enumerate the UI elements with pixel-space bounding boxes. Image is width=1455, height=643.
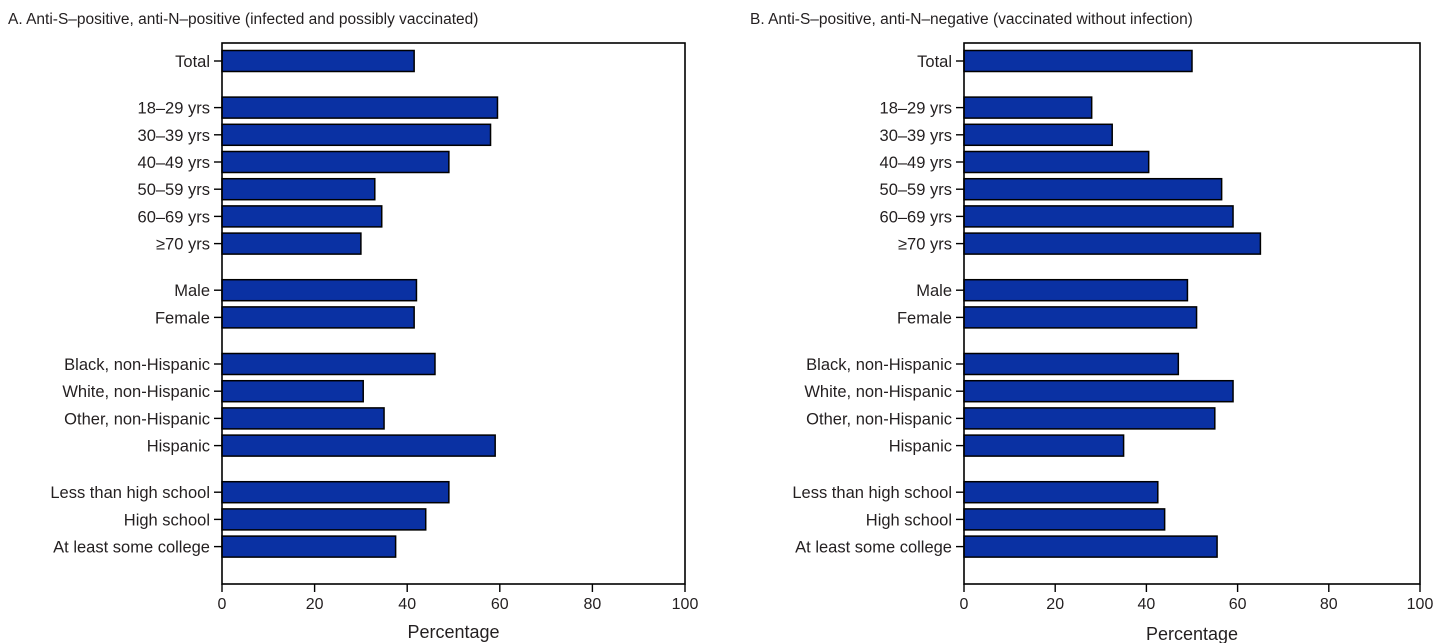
bar-70-yrs — [963, 232, 1262, 255]
bar-less-than-high-school — [963, 480, 1159, 504]
bar-other-non-hispanic — [221, 407, 385, 430]
bar-male — [963, 278, 1189, 302]
chart-title: B. Anti-S–positive, anti-N–negative (vac… — [750, 11, 1193, 28]
category-label: Black, non-Hispanic — [64, 356, 210, 374]
category-label: 18–29 yrs — [880, 100, 952, 118]
category-label: 60–69 yrs — [138, 208, 210, 226]
category-label: White, non-Hispanic — [804, 383, 952, 401]
category-label: Less than high school — [792, 484, 952, 502]
chart-panel-a: A. Anti-S–positive, anti-N–positive (inf… — [8, 11, 698, 642]
category-label: 18–29 yrs — [138, 100, 210, 118]
bar-hispanic — [963, 434, 1125, 457]
bar-other-non-hispanic — [963, 407, 1216, 430]
category-label: 60–69 yrs — [880, 208, 952, 226]
bar-50-59-yrs — [963, 177, 1223, 201]
bar-female — [963, 306, 1198, 329]
category-label: At least some college — [795, 539, 952, 557]
category-label: Hispanic — [147, 438, 210, 456]
category-label: 40–49 yrs — [880, 154, 952, 172]
bar-40-49-yrs — [221, 150, 450, 174]
x-tick-label: 40 — [1138, 596, 1156, 613]
x-tick-label: 80 — [1320, 596, 1338, 613]
bar-total — [221, 49, 415, 73]
category-label: Black, non-Hispanic — [806, 356, 952, 374]
x-tick-label: 100 — [672, 596, 699, 613]
category-label: Other, non-Hispanic — [806, 410, 952, 428]
plot-frame — [221, 42, 686, 585]
category-label: Total — [917, 53, 952, 71]
category-label: Hispanic — [889, 438, 952, 456]
bar-70-yrs — [221, 232, 362, 255]
bar-30-39-yrs — [963, 123, 1113, 147]
x-tick-label: 60 — [1229, 596, 1247, 613]
bar-high-school — [221, 508, 427, 531]
category-label: High school — [866, 511, 952, 529]
bar-at-least-some-college — [963, 535, 1218, 558]
category-label: 40–49 yrs — [138, 154, 210, 172]
x-tick-label: 0 — [960, 596, 969, 613]
x-tick-label: 60 — [491, 596, 509, 613]
category-label: White, non-Hispanic — [62, 383, 210, 401]
bar-high-school — [963, 508, 1166, 531]
category-label: ≥70 yrs — [156, 236, 210, 254]
chart-panel-b: B. Anti-S–positive, anti-N–negative (vac… — [750, 11, 1433, 643]
category-label: 30–39 yrs — [138, 127, 210, 145]
category-label: 50–59 yrs — [880, 181, 952, 199]
x-tick-label: 20 — [306, 596, 324, 613]
x-tick-label: 100 — [1407, 596, 1434, 613]
bar-18-29-yrs — [221, 96, 499, 119]
category-label: 30–39 yrs — [880, 127, 952, 145]
x-axis-title: Percentage — [1146, 624, 1238, 643]
bar-at-least-some-college — [221, 535, 397, 558]
bar-60-69-yrs — [221, 205, 383, 228]
bar-white-non-hispanic — [221, 379, 364, 403]
bar-male — [221, 278, 418, 302]
bar-30-39-yrs — [221, 123, 492, 147]
category-label: Female — [155, 309, 210, 327]
category-label: Less than high school — [50, 484, 210, 502]
bar-black-non-hispanic — [221, 352, 436, 376]
category-label: ≥70 yrs — [898, 236, 952, 254]
x-tick-label: 80 — [584, 596, 602, 613]
category-label: High school — [124, 511, 210, 529]
bar-black-non-hispanic — [963, 352, 1180, 376]
category-label: Total — [175, 53, 210, 71]
category-label: Male — [174, 282, 210, 300]
chart-title: A. Anti-S–positive, anti-N–positive (inf… — [8, 11, 478, 28]
category-label: At least some college — [53, 539, 210, 557]
x-tick-label: 0 — [218, 596, 227, 613]
bar-less-than-high-school — [221, 480, 450, 504]
bar-50-59-yrs — [221, 177, 376, 201]
category-label: Other, non-Hispanic — [64, 410, 210, 428]
plot-frame — [963, 42, 1421, 585]
bar-60-69-yrs — [963, 205, 1234, 228]
bar-female — [221, 306, 415, 329]
bar-hispanic — [221, 434, 496, 457]
x-tick-label: 40 — [398, 596, 416, 613]
x-axis-title: Percentage — [407, 622, 499, 642]
category-label: 50–59 yrs — [138, 181, 210, 199]
category-label: Female — [897, 309, 952, 327]
category-label: Male — [916, 282, 952, 300]
bar-40-49-yrs — [963, 150, 1150, 174]
bar-18-29-yrs — [963, 96, 1093, 119]
bar-total — [963, 49, 1193, 73]
x-tick-label: 20 — [1046, 596, 1064, 613]
bar-white-non-hispanic — [963, 379, 1234, 403]
